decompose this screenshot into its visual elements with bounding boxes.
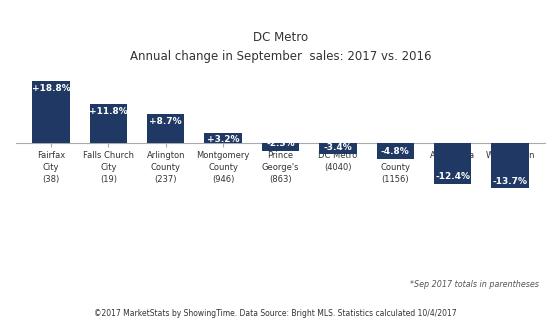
Text: -4.8%: -4.8% bbox=[381, 147, 410, 156]
Text: *Sep 2017 totals in parentheses: *Sep 2017 totals in parentheses bbox=[410, 280, 539, 289]
Bar bbox=[32, 81, 70, 143]
Bar bbox=[491, 143, 529, 188]
Text: ©2017 MarketStats by ShowingTime. Data Source: Bright MLS. Statistics calculated: ©2017 MarketStats by ShowingTime. Data S… bbox=[94, 309, 456, 318]
Text: -2.3%: -2.3% bbox=[266, 139, 295, 148]
Bar bbox=[205, 133, 242, 143]
Bar bbox=[147, 114, 184, 143]
Text: +18.8%: +18.8% bbox=[31, 84, 70, 93]
Title: DC Metro
Annual change in September  sales: 2017 vs. 2016: DC Metro Annual change in September sale… bbox=[130, 30, 431, 63]
Bar bbox=[434, 143, 471, 184]
Bar bbox=[319, 143, 356, 154]
Text: -12.4%: -12.4% bbox=[435, 172, 470, 181]
Text: +11.8%: +11.8% bbox=[89, 107, 128, 116]
Bar bbox=[377, 143, 414, 159]
Text: -13.7%: -13.7% bbox=[493, 177, 527, 186]
Bar bbox=[90, 104, 127, 143]
Bar bbox=[262, 143, 299, 151]
Text: +8.7%: +8.7% bbox=[150, 117, 182, 126]
Text: -3.4%: -3.4% bbox=[323, 143, 352, 152]
Text: +3.2%: +3.2% bbox=[207, 135, 239, 144]
